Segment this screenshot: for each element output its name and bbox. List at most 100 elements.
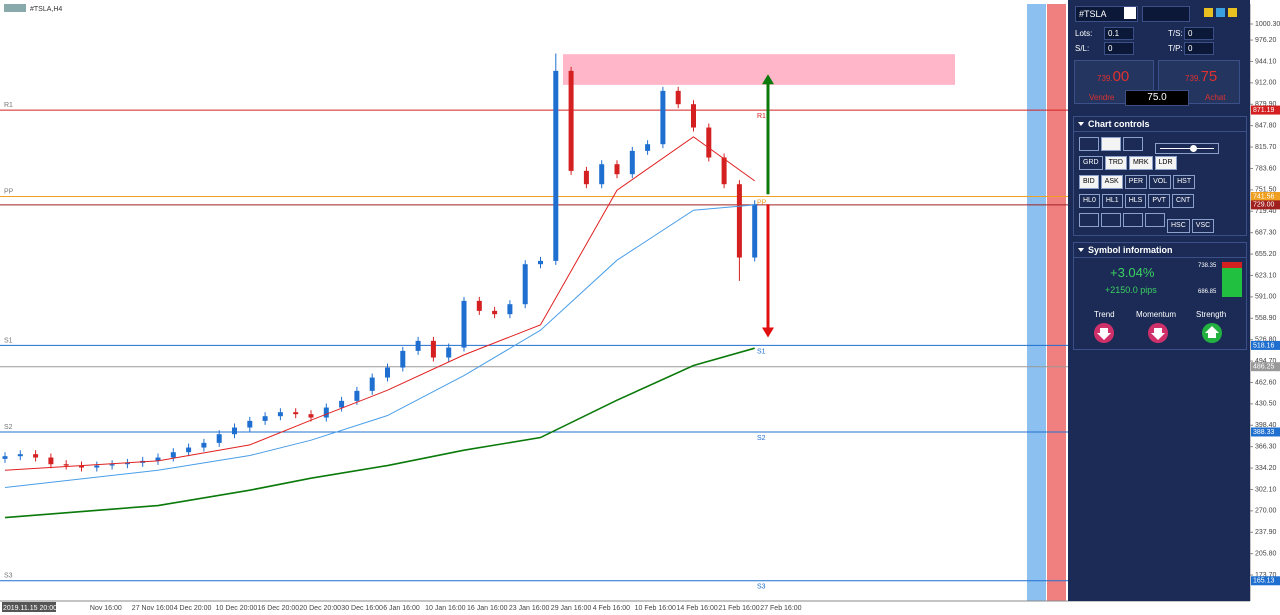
label: T/P: (1168, 44, 1183, 53)
level-tag-label: 486.25 (1253, 364, 1275, 371)
button[interactable]: LDR (1154, 156, 1177, 170)
y-tick-label: 623.10 (1255, 272, 1277, 279)
level-tag (1251, 105, 1280, 115)
y-tick-label: 783.60 (1255, 165, 1277, 172)
y-tick-label: 591.00 (1255, 294, 1277, 301)
x-tick-label: 10 Feb 16:00 (635, 605, 676, 612)
candle-body (63, 464, 69, 466)
candle-body (79, 465, 84, 468)
level-tag-label: 729.00 (1253, 202, 1275, 209)
slider[interactable] (1155, 143, 1220, 155)
target-zone (563, 54, 955, 85)
button[interactable]: VOL (1149, 175, 1172, 189)
y-tick-label: 205.80 (1255, 551, 1277, 558)
nav-button[interactable] (1079, 213, 1099, 227)
arrow-head (762, 74, 774, 85)
buy-label: Achat (1205, 93, 1226, 102)
symbol-select[interactable]: #TSLA (1075, 6, 1138, 22)
y-tick-label: 270.00 (1255, 508, 1277, 515)
button[interactable]: HL0 (1079, 194, 1100, 208)
icon-button[interactable] (1079, 137, 1099, 151)
candle-body (323, 407, 329, 418)
button[interactable]: HST (1173, 175, 1196, 189)
y-tick-label: 687.30 (1255, 230, 1277, 237)
candle-body (33, 454, 39, 458)
buy-price-small: 739. (1185, 74, 1201, 83)
button[interactable]: TRD (1104, 156, 1127, 170)
icon-button[interactable] (1123, 137, 1143, 151)
icon-button[interactable] (1216, 8, 1225, 17)
candle-body (216, 434, 222, 443)
level-tag-label: 871.19 (1253, 107, 1275, 114)
button-row: BID ASK PER VOL HST (1079, 175, 1197, 189)
candle-body (446, 347, 452, 358)
candle-body (706, 127, 712, 158)
nav-button[interactable] (1123, 213, 1143, 227)
y-tick-label: 815.70 (1255, 144, 1277, 151)
level-name: S1 (757, 348, 766, 355)
nav-button[interactable] (1145, 213, 1165, 227)
button[interactable]: HL1 (1101, 194, 1123, 208)
candle-body (507, 304, 513, 315)
input[interactable] (1142, 6, 1190, 22)
button[interactable]: PER (1124, 175, 1148, 189)
dropdown[interactable] (1124, 7, 1136, 19)
candle-body (247, 420, 253, 428)
candle-body (629, 150, 635, 175)
ts-input[interactable]: 0 (1184, 27, 1214, 40)
candle-body (736, 184, 742, 258)
gauge-green (1222, 268, 1242, 297)
x-tick-label: 14 Feb 16:00 (677, 605, 718, 612)
button[interactable]: ASK (1100, 175, 1123, 189)
candle-body (430, 340, 436, 358)
candle-body (339, 400, 345, 408)
candle-body (752, 204, 758, 258)
level-name: S2 (757, 435, 766, 442)
y-tick-label: 334.20 (1255, 465, 1277, 472)
button[interactable]: HSC (1167, 219, 1190, 233)
level-name: S3 (4, 573, 13, 580)
strip-blue (1027, 4, 1046, 601)
button[interactable]: GRD (1079, 156, 1103, 170)
range-high: 738.35 (1198, 263, 1217, 269)
candle-body (492, 310, 498, 315)
candle-body (109, 464, 115, 466)
button[interactable]: VSC (1191, 219, 1215, 233)
nav-button[interactable] (1101, 213, 1121, 227)
x-tick-label: 20 Dec 20:00 (299, 605, 341, 612)
y-tick-label: 237.90 (1255, 529, 1277, 536)
candle-body (721, 157, 727, 185)
x-tick-label: 30 Dec 16:00 (341, 605, 383, 612)
candle-body (262, 416, 268, 421)
level-name: R1 (757, 113, 766, 120)
button[interactable]: BID (1079, 175, 1099, 189)
tp-input[interactable]: 0 (1184, 42, 1214, 55)
level-tag (1251, 576, 1280, 586)
sl-input[interactable]: 0 (1104, 42, 1134, 55)
y-tick-label: 1000.30 (1255, 21, 1280, 28)
label: T/S: (1168, 29, 1183, 38)
gauge-red (1222, 262, 1242, 268)
candle-body (538, 260, 543, 265)
sell-button[interactable]: 739.00 Vendre (1074, 60, 1154, 104)
momentum-label: Momentum (1136, 310, 1177, 319)
button[interactable]: HLS (1124, 194, 1147, 208)
icon-button[interactable] (1101, 137, 1121, 151)
label: S/L: (1075, 44, 1090, 53)
lots-input[interactable]: 0.1 (1104, 27, 1134, 40)
level-name: PP (757, 199, 767, 206)
y-tick-label: 494.70 (1255, 358, 1277, 365)
symbol-tab: #TSLA,H4 (30, 6, 62, 13)
icon-button[interactable] (1228, 8, 1237, 17)
button[interactable]: MRK (1128, 156, 1153, 170)
x-tick-label: 27 Feb 16:00 (760, 605, 801, 612)
candle-body (568, 70, 574, 171)
x-tick-label: 4 Dec 20:00 (174, 605, 212, 612)
icon-button[interactable] (1204, 8, 1213, 17)
button[interactable]: PVT (1148, 194, 1170, 208)
icon (4, 4, 26, 12)
candle-body (17, 454, 23, 457)
button[interactable]: CNT (1171, 194, 1195, 208)
button-row: HSC VSC (1079, 213, 1216, 233)
